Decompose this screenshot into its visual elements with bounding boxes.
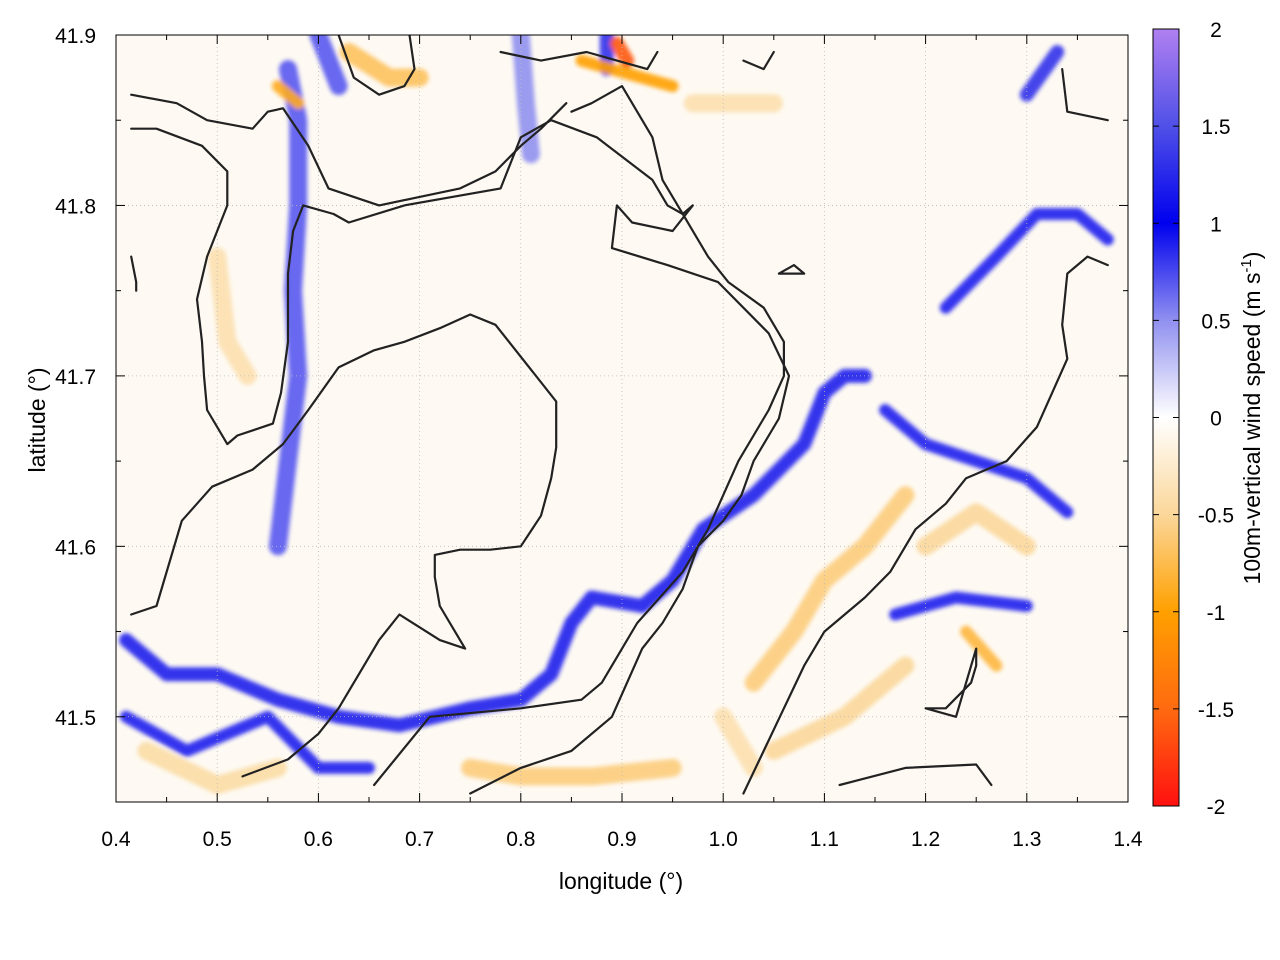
colorbar-tick-label: 1.5	[1201, 116, 1230, 139]
wind-band-updraft-3	[889, 591, 1033, 621]
colorbar-tick-label: -2	[1207, 796, 1226, 819]
axis-ticks	[115, 34, 1129, 803]
colorbar-tick-label: 1	[1210, 213, 1222, 236]
y-tick-label: 41.8	[55, 195, 96, 218]
x-tick-label: 1.1	[810, 828, 839, 851]
colorbar-tick-label: 0.5	[1201, 310, 1230, 333]
x-tick-label: 0.9	[607, 828, 636, 851]
x-tick-label: 1.3	[1012, 828, 1041, 851]
wind-band-downdraft-14	[744, 486, 915, 692]
y-tick-label: 41.7	[55, 366, 96, 389]
colorbar-tick-label: -1.5	[1198, 699, 1234, 722]
x-tick-label: 0.6	[304, 828, 333, 851]
contour-line-4	[742, 255, 1109, 795]
wind-band-updraft-1	[120, 710, 375, 774]
wind-band-downdraft-13	[609, 36, 635, 68]
colorbar-label-superscript: -1	[1238, 259, 1255, 272]
x-tick-label: 0.8	[506, 828, 535, 851]
x-axis-label: longitude (°)	[559, 868, 683, 894]
contour-line-6	[924, 647, 978, 718]
wind-band-updraft-5	[268, 60, 308, 556]
wind-band-updraft-2	[879, 404, 1074, 519]
plot-area	[115, 34, 1129, 803]
wind-band-updraft-8	[1019, 45, 1065, 102]
wind-band-updraft-0	[119, 368, 872, 733]
wind-band-downdraft-21	[208, 247, 257, 385]
contour-line-5	[838, 763, 993, 787]
x-tick-label: 0.7	[405, 828, 434, 851]
contour-line-12	[130, 255, 138, 292]
colorbar-tick-label: 2	[1210, 19, 1222, 42]
colorbar-tick-label: 0	[1210, 408, 1222, 431]
colorbar-label-end: )	[1239, 252, 1265, 260]
colorbar-ticks	[1153, 28, 1179, 807]
wind-band-downdraft-17	[960, 625, 1003, 672]
wind-band-downdraft-15	[461, 758, 682, 786]
x-tick-label: 1.4	[1113, 828, 1143, 851]
contour-line-8	[337, 35, 416, 96]
x-tick-label: 0.4	[101, 828, 131, 851]
wind-band-downdraft-18	[916, 503, 1036, 556]
contour-line-1	[130, 119, 791, 795]
wind-band-downdraft-12	[575, 54, 679, 93]
wind-band-downdraft-19	[137, 741, 287, 794]
wind-band-downdraft-10	[271, 80, 305, 110]
y-tick-label: 41.5	[55, 707, 96, 730]
x-tick-label: 0.5	[203, 828, 232, 851]
colorbar-tick-labels: 2 1.5 1 0.5 0 -0.5 -1 -1.5 -2	[1198, 19, 1234, 819]
y-axis-tick-labels: 41.5 41.6 41.7 41.8 41.9	[55, 25, 96, 730]
colorbar-label: 100m-vertical wind speed (m s-1)	[1238, 252, 1265, 585]
plot-background	[116, 35, 1128, 802]
y-tick-label: 41.9	[55, 25, 96, 48]
contour-line-9	[499, 50, 659, 71]
colorbar-tick-label: -1	[1207, 602, 1226, 625]
colorbar-tick-label: -0.5	[1198, 505, 1234, 528]
y-tick-label: 41.6	[55, 536, 96, 559]
x-tick-label: 1.2	[911, 828, 940, 851]
wind-band-downdraft-20	[714, 707, 763, 777]
contour-line-0	[130, 93, 568, 207]
colorbar: 2 1.5 1 0.5 0 -0.5 -1 -1.5 -2 100m-vertical wind…	[1152, 19, 1265, 819]
contour-line-7	[777, 264, 806, 275]
contour-line-11	[1061, 68, 1109, 122]
x-tick-label: 1.0	[709, 828, 738, 851]
contour-line-10	[742, 50, 775, 71]
contour-line-2	[130, 313, 558, 778]
y-axis-label: latitude (°)	[24, 367, 50, 472]
x-axis-tick-labels: 0.4 0.5 0.6 0.7 0.8 0.9 1.0 1.1 1.2 1.3 1.4	[101, 828, 1143, 851]
wind-band-updraft-4	[939, 208, 1114, 314]
contour-lines	[130, 35, 1109, 795]
wind-band-updraft-6	[309, 35, 348, 96]
contour-line-3	[373, 85, 785, 787]
